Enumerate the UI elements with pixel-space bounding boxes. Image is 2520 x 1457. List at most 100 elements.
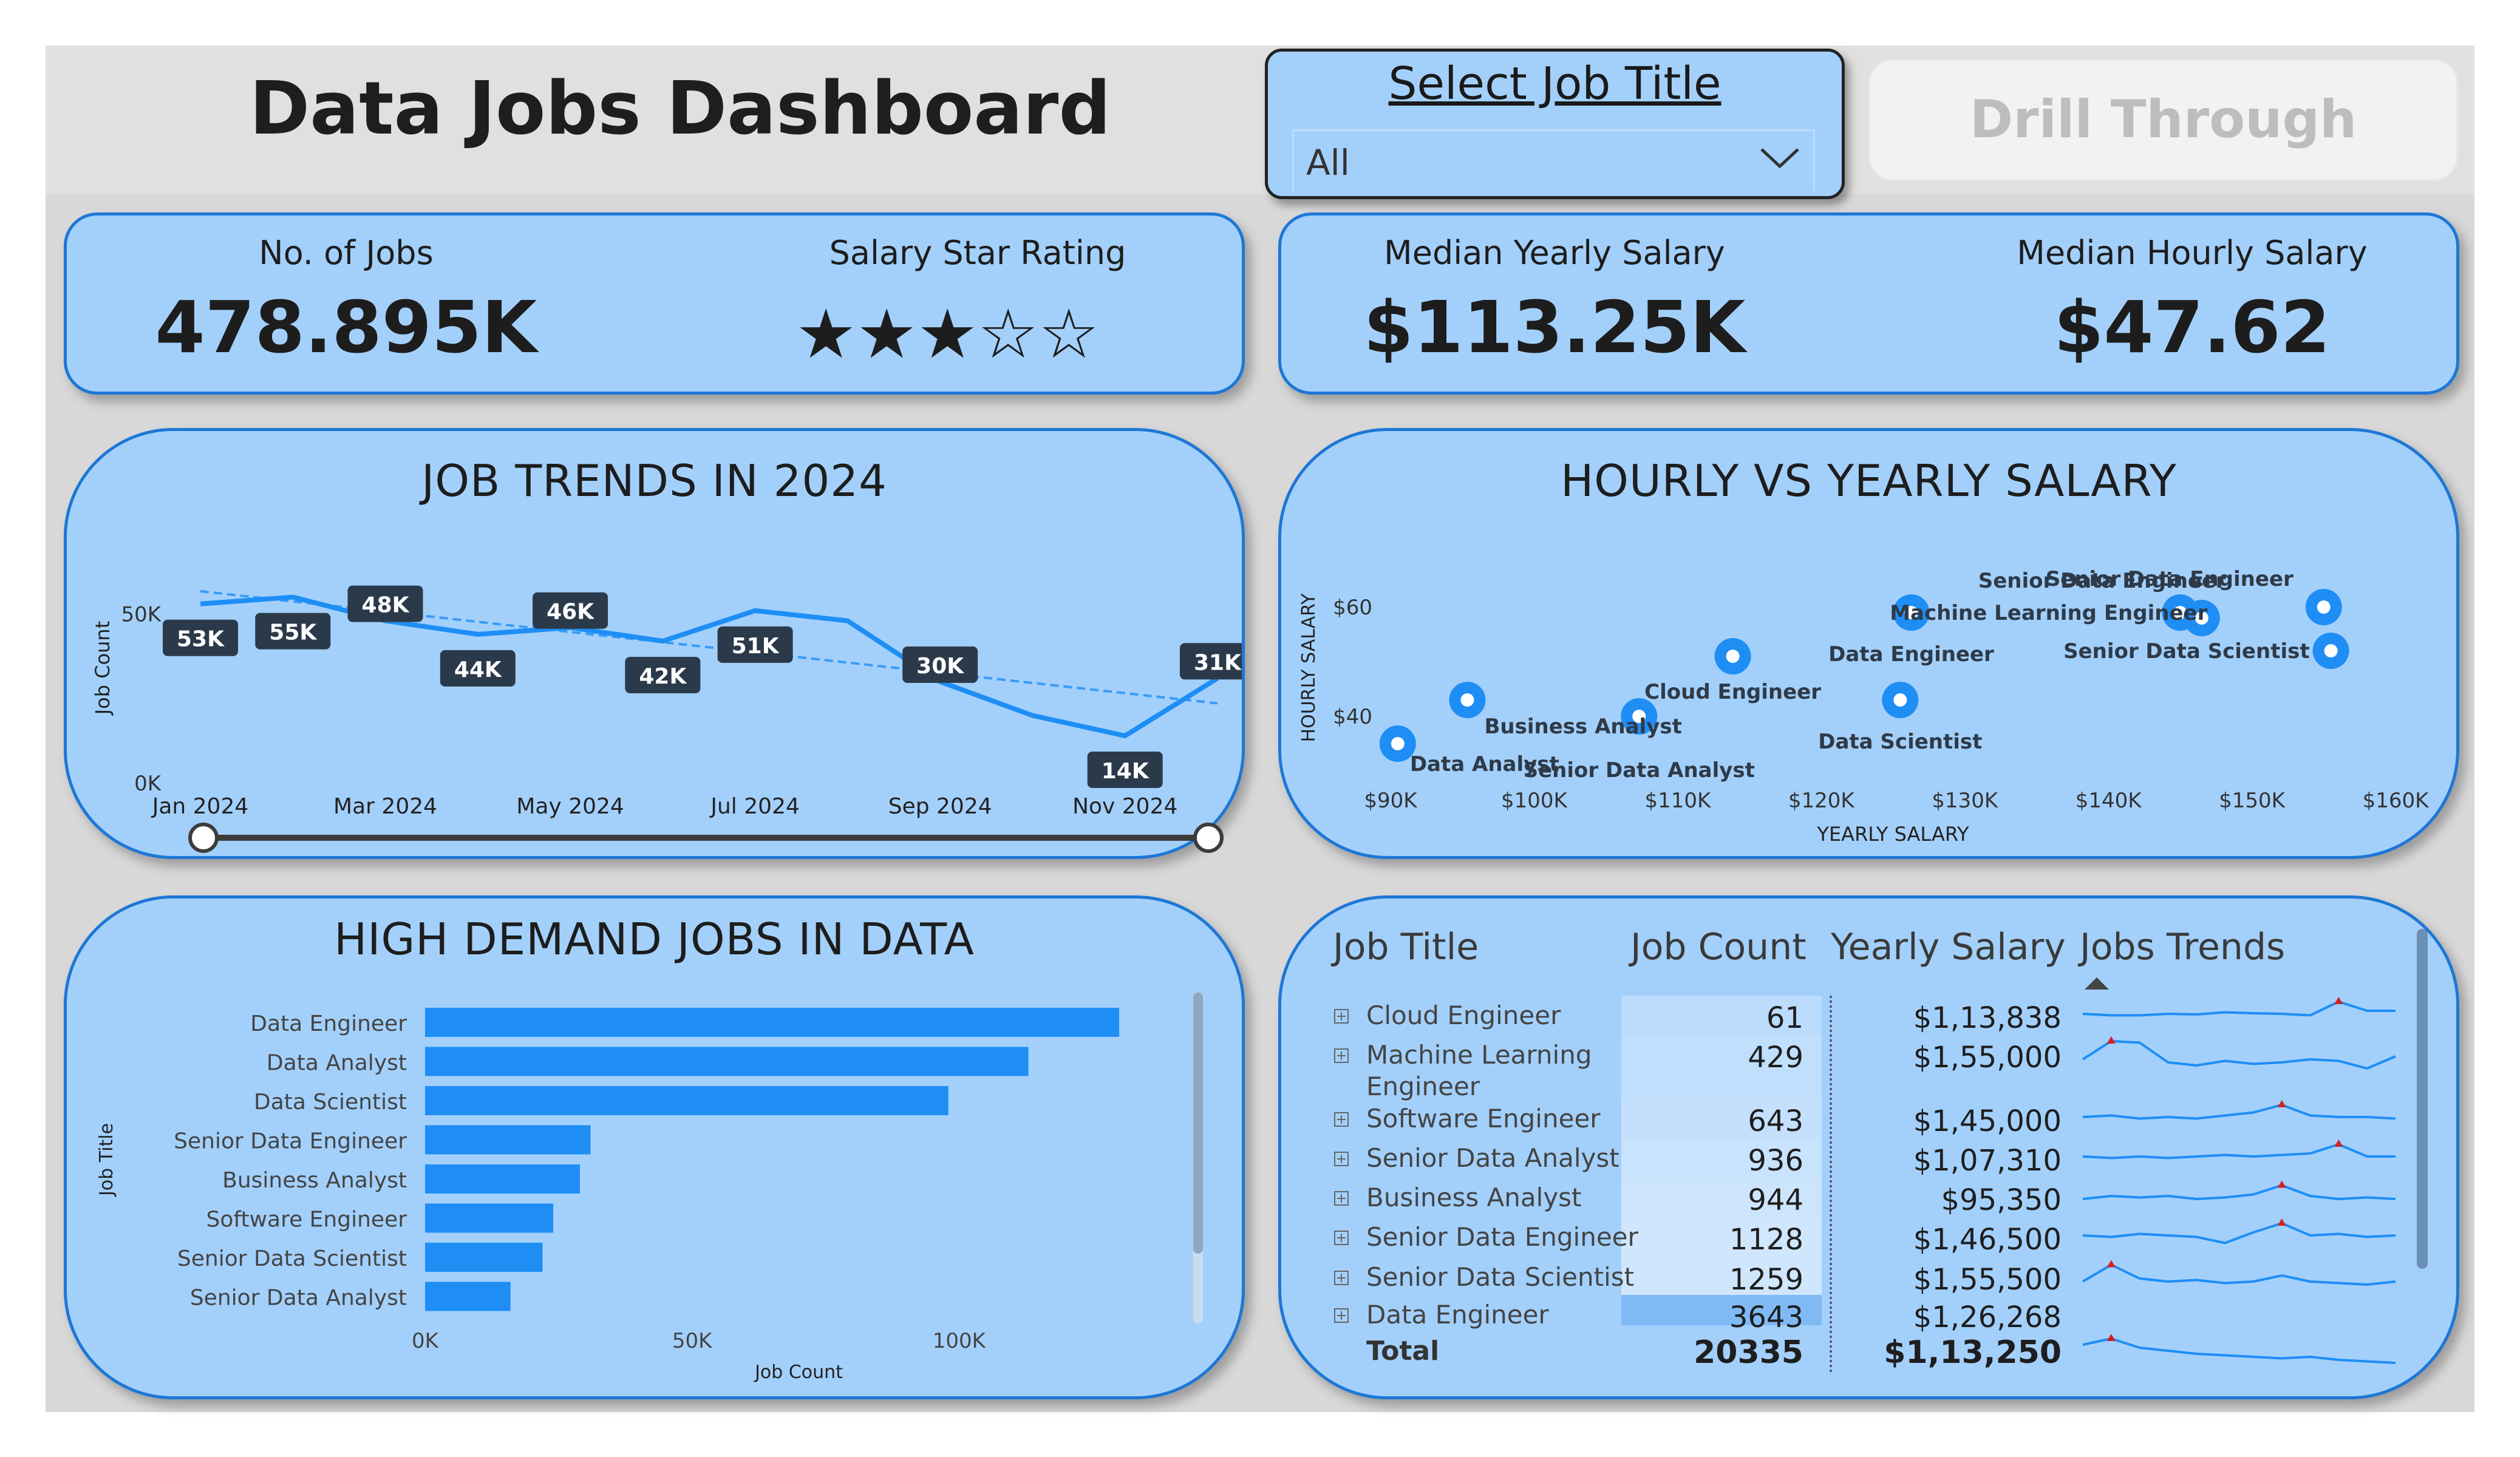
svg-text:Software Engineer: Software Engineer [1366,1104,1601,1133]
table-row[interactable]: Software Engineer 643 $1,45,000 [1334,1104,2062,1138]
bar[interactable] [425,1203,554,1233]
scatter-y-tick: $40 [1333,705,1372,729]
high-demand-bar-chart[interactable]: Data Engineer Data Analyst Data Scientist S… [67,898,1242,1396]
svg-text:$1,45,000: $1,45,000 [1913,1104,2062,1138]
sparkline-peak-marker [2277,1218,2286,1226]
svg-text:$1,55,000: $1,55,000 [1913,1041,2062,1075]
star-filled-icon: ★ [856,295,918,374]
bar-category-label: Data Analyst [267,1051,407,1076]
scatter-x-tick: $120K [1788,789,1856,813]
scatter-point[interactable] [2305,589,2342,625]
count-cell-bg [1621,996,1822,1035]
scatter-title: HOURLY VS YEARLY SALARY [1561,455,2177,506]
bar[interactable] [425,1125,591,1155]
bar[interactable] [425,1008,1120,1037]
bar[interactable] [425,1282,511,1311]
trend-data-label: 46K [533,592,608,629]
kpi-card-salary: Median Yearly Salary $113.25K Median Hou… [1278,212,2459,395]
trend-data-label: 44K [440,650,516,687]
svg-text:$1,13,838: $1,13,838 [1913,1001,2062,1035]
scatter-point[interactable] [1621,698,1658,735]
bar[interactable] [425,1243,543,1272]
slicer-dropdown[interactable]: All [1292,129,1815,192]
scatter-point[interactable] [1379,725,1416,762]
table-scrollbar[interactable] [2417,929,2428,1269]
expand-icon[interactable] [1334,1048,1349,1063]
sort-indicator-icon[interactable] [2082,974,2112,993]
svg-text:Machine Learning: Machine Learning [1366,1040,1592,1070]
bar-scrollbar-thumb[interactable] [1193,993,1203,1254]
svg-text:1128: 1128 [1729,1223,1803,1257]
bar[interactable] [425,1164,580,1194]
bar-x-label: Job Count [754,1362,843,1383]
scatter-point-label: Data Analyst [1410,752,1559,776]
svg-text:55K: 55K [269,620,317,645]
scatter-point-label: Data Scientist [1818,730,1982,754]
col-header-jobs-trends[interactable]: Jobs Trends [2080,926,2286,968]
trend-sparkline [2082,1103,2396,1120]
rating-label: Salary Star Rating [829,234,1126,272]
bar[interactable] [425,1086,948,1115]
jobs-table[interactable]: Cloud Engineer 61 $1,13,838 Machine Learnin… [1281,898,2456,1396]
table-row[interactable]: Cloud Engineer 61 $1,13,838 [1334,1000,2062,1035]
scatter-point[interactable] [1882,682,1919,718]
expand-icon[interactable] [1334,1308,1349,1323]
count-cell-bg [1621,1217,1822,1257]
expand-icon[interactable] [1334,1009,1349,1024]
bar[interactable] [425,1047,1029,1076]
svg-text:42K: 42K [639,664,687,689]
table-row[interactable]: Senior Data Analyst 936 $1,07,310 [1334,1143,2062,1178]
svg-text:Cloud Engineer: Cloud Engineer [1366,1000,1561,1030]
sparkline-peak-marker [2277,1180,2286,1188]
svg-text:31K: 31K [1194,650,1242,675]
scatter-point[interactable] [2183,600,2220,636]
trend-y-tick: 0K [134,772,162,796]
count-cell-bg [1621,1035,1822,1099]
col-header-job-title[interactable]: Job Title [1333,926,1479,968]
sparkline-peak-marker [2334,1139,2343,1147]
col-header-job-count[interactable]: Job Count [1630,926,1807,968]
star-filled-icon: ★ [917,295,978,374]
trend-trendline [200,589,1218,705]
table-row[interactable]: Senior Data Scientist 1259 $1,55,500 [1334,1262,2062,1297]
slider-start-handle[interactable] [188,823,219,853]
slider-end-handle[interactable] [1193,823,1224,853]
dashboard-canvas: Data Jobs Dashboard Select Job Title All… [46,46,2474,1412]
svg-text:Senior Data Scientist: Senior Data Scientist [1366,1262,1634,1292]
job-title-slicer[interactable]: Select Job Title All [1265,49,1845,199]
star-rating: ★★★☆☆ [795,301,1160,379]
table-row[interactable]: Data Engineer 3643 $1,26,268 [1334,1300,2062,1334]
salary-scatter-chart[interactable]: $90K $100K $110K $120K $130K $140K $150K $160K $… [1281,431,2456,856]
svg-text:44K: 44K [454,657,502,682]
scatter-point[interactable] [1714,638,1751,674]
bar-y-label: Job Title [96,1123,117,1197]
bar-category-label: Data Scientist [254,1090,407,1115]
expand-icon[interactable] [1334,1112,1349,1127]
table-row[interactable]: Business Analyst 944 $95,350 [1334,1183,2062,1217]
trend-sparkline [2082,1184,2396,1201]
count-cell-bg [1621,1138,1822,1178]
chevron-down-icon[interactable] [1759,142,1801,175]
svg-text:48K: 48K [362,593,410,618]
svg-text:$1,46,500: $1,46,500 [1913,1223,2062,1257]
svg-text:1259: 1259 [1729,1263,1803,1297]
drill-through-button[interactable]: Drill Through [1868,59,2458,181]
sparkline-peak-marker [2334,997,2343,1004]
scatter-point-label: Senior Data Engineer [2046,567,2294,591]
expand-icon[interactable] [1334,1152,1349,1166]
svg-text:944: 944 [1748,1183,1803,1217]
trend-data-label: 31K [1180,643,1242,680]
expand-icon[interactable] [1334,1231,1349,1245]
bars-title: HIGH DEMAND JOBS IN DATA [334,914,975,965]
svg-text:Senior Data Engineer: Senior Data Engineer [1366,1222,1639,1252]
table-row[interactable]: Senior Data Engineer 1128 $1,46,500 [1334,1222,2062,1257]
trend-data-label: 51K [717,626,793,663]
scatter-point[interactable] [2312,633,2349,669]
expand-icon[interactable] [1334,1191,1349,1206]
expand-icon[interactable] [1334,1271,1349,1285]
col-header-yearly-salary[interactable]: Yearly Salary [1831,926,2066,968]
scatter-point[interactable] [1893,594,1930,631]
scatter-point[interactable] [1449,682,1486,718]
